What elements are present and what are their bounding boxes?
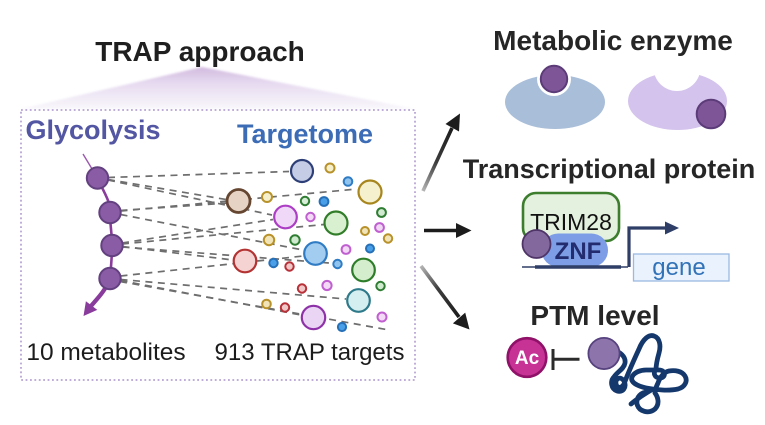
svg-text:Transcriptional protein: Transcriptional protein [463, 154, 756, 184]
svg-text:Metabolic enzyme: Metabolic enzyme [493, 25, 733, 56]
svg-text:913 TRAP targets: 913 TRAP targets [215, 339, 405, 366]
svg-text:TRIM28: TRIM28 [530, 209, 612, 235]
svg-text:PTM level: PTM level [530, 300, 659, 331]
svg-text:ZNF: ZNF [555, 238, 602, 265]
svg-text:Ac: Ac [515, 348, 540, 369]
svg-text:10 metabolites: 10 metabolites [26, 339, 185, 366]
svg-text:gene: gene [652, 254, 705, 281]
svg-text:Glycolysis: Glycolysis [25, 115, 160, 145]
svg-text:TRAP approach: TRAP approach [95, 36, 305, 67]
svg-text:Targetome: Targetome [237, 119, 373, 149]
